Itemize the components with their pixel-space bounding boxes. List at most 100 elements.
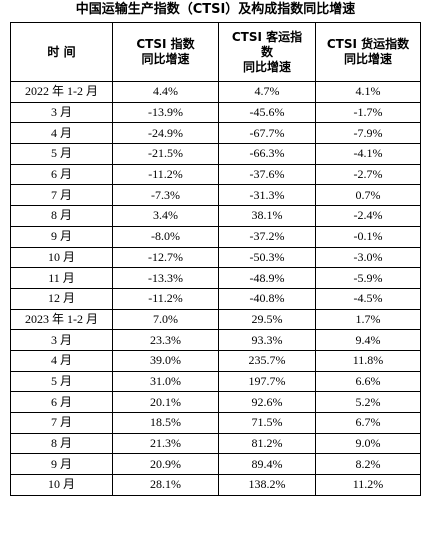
value-cell: -2.7% <box>315 163 421 186</box>
period-cell: 8 月 <box>10 205 113 227</box>
value-cell: -45.6% <box>218 101 316 124</box>
header-line: 时 间 <box>47 44 76 59</box>
table-row: 2023 年 1-2 月 7.0% 29.5% 1.7% <box>10 308 421 331</box>
period-cell: 4 月 <box>10 349 113 372</box>
value-cell: 39.0% <box>112 349 219 372</box>
value-cell: 235.7% <box>218 349 316 372</box>
value-cell: -37.6% <box>218 163 316 186</box>
table-title: 中国运输生产指数（CTSI）及构成指数同比增速 <box>75 2 356 17</box>
value-cell: -4.1% <box>315 143 421 165</box>
period-cell: 6 月 <box>10 391 113 413</box>
value-cell: 197.7% <box>218 370 316 393</box>
period-cell: 3 月 <box>10 329 113 351</box>
value-cell: 7.0% <box>112 308 219 331</box>
period-cell: 7 月 <box>10 184 113 207</box>
value-cell: -0.1% <box>315 225 421 248</box>
value-cell: 1.7% <box>315 308 421 331</box>
table-row: 4 月 39.0% 235.7% 11.8% <box>10 349 421 372</box>
value-cell: 6.6% <box>315 370 421 393</box>
header-line: 同比增速 <box>242 59 291 74</box>
header-cell: CTSI 指数 同比增速 <box>112 22 219 82</box>
value-cell: -21.5% <box>112 143 219 165</box>
value-cell: 4.4% <box>112 81 219 103</box>
period-cell: 6 月 <box>10 163 113 186</box>
value-cell: 11.8% <box>315 349 421 372</box>
value-cell: 31.0% <box>112 370 219 393</box>
table-row: 10 月 28.1% 138.2% 11.2% <box>10 474 421 496</box>
value-cell: -2.4% <box>315 205 421 227</box>
value-cell: 9.0% <box>315 432 421 455</box>
header-line: 数 <box>260 44 273 59</box>
value-cell: 92.6% <box>218 391 316 413</box>
value-cell: -66.3% <box>218 143 316 165</box>
header-line: 同比增速 <box>141 52 190 66</box>
value-cell: -12.7% <box>112 246 219 269</box>
table-row: 12 月 -11.2% -40.8% -4.5% <box>10 287 421 310</box>
value-cell: -31.3% <box>218 184 316 207</box>
table-row: 3 月 -13.9% -45.6% -1.7% <box>10 101 421 124</box>
value-cell: 138.2% <box>218 474 316 496</box>
period-cell: 7 月 <box>10 412 113 434</box>
header-cell: CTSI 货运指数 同比增速 <box>315 22 421 82</box>
period-cell: 5 月 <box>10 143 113 165</box>
value-cell: -7.3% <box>112 184 219 207</box>
period-cell: 10 月 <box>10 474 113 496</box>
value-cell: 23.3% <box>112 329 219 351</box>
value-cell: -48.9% <box>218 267 316 289</box>
value-cell: 29.5% <box>218 308 316 331</box>
value-cell: -37.2% <box>218 225 316 248</box>
header-cell: CTSI 客运指数同比增速 <box>218 22 316 82</box>
table-row: 6 月 -11.2% -37.6% -2.7% <box>10 163 421 186</box>
value-cell: -24.9% <box>112 122 219 145</box>
value-cell: -5.9% <box>315 267 421 289</box>
table-row: 9 月 20.9% 89.4% 8.2% <box>10 453 421 476</box>
header-row: 时 间 CTSI 指数 同比增速 CTSI 客运指数同比增速 CTSI 货运指数 同比增速 <box>10 22 421 82</box>
value-cell: -3.0% <box>315 246 421 269</box>
period-cell: 12 月 <box>10 287 113 310</box>
header-line: CTSI 客运指 <box>231 29 303 44</box>
value-cell: 0.7% <box>315 184 421 207</box>
data-table: 时 间 CTSI 指数 同比增速 CTSI 客运指数同比增速 CTSI 货运指数 同比增速… <box>10 22 421 496</box>
value-cell: 4.7% <box>218 81 316 103</box>
value-cell: -7.9% <box>315 122 421 145</box>
table-row: 4 月 -24.9% -67.7% -7.9% <box>10 122 421 145</box>
value-cell: 28.1% <box>112 474 219 496</box>
value-cell: -50.3% <box>218 246 316 269</box>
value-cell: 89.4% <box>218 453 316 476</box>
table-row: 8 月 3.4% 38.1% -2.4% <box>10 205 421 227</box>
table-row: 3 月 23.3% 93.3% 9.4% <box>10 329 421 351</box>
table-row: 5 月 -21.5% -66.3% -4.1% <box>10 143 421 165</box>
table-row: 5 月 31.0% 197.7% 6.6% <box>10 370 421 393</box>
table-body: 2022 年 1-2 月 4.4% 4.7% 4.1% 3 月 -13.9% -45.6% -… <box>10 81 421 496</box>
value-cell: 5.2% <box>315 391 421 413</box>
value-cell: -13.9% <box>112 101 219 124</box>
period-cell: 2022 年 1-2 月 <box>10 81 113 103</box>
period-cell: 5 月 <box>10 370 113 393</box>
value-cell: 11.2% <box>315 474 421 496</box>
period-cell: 11 月 <box>10 267 113 289</box>
value-cell: -13.3% <box>112 267 219 289</box>
period-cell: 10 月 <box>10 246 113 269</box>
value-cell: -4.5% <box>315 287 421 310</box>
value-cell: 81.2% <box>218 432 316 455</box>
table-row: 11 月 -13.3% -48.9% -5.9% <box>10 267 421 289</box>
header-line: 同比增速 <box>343 52 392 66</box>
value-cell: 71.5% <box>218 412 316 434</box>
value-cell: 93.3% <box>218 329 316 351</box>
table-row: 10 月 -12.7% -50.3% -3.0% <box>10 246 421 269</box>
value-cell: 3.4% <box>112 205 219 227</box>
header-cell: 时 间 <box>10 22 113 82</box>
value-cell: -11.2% <box>112 287 219 310</box>
value-cell: 20.1% <box>112 391 219 413</box>
value-cell: 6.7% <box>315 412 421 434</box>
value-cell: 9.4% <box>315 329 421 351</box>
period-cell: 9 月 <box>10 225 113 248</box>
value-cell: -1.7% <box>315 101 421 124</box>
value-cell: 18.5% <box>112 412 219 434</box>
period-cell: 4 月 <box>10 122 113 145</box>
header-line: CTSI 指数 <box>136 37 195 51</box>
value-cell: 20.9% <box>112 453 219 476</box>
period-cell: 9 月 <box>10 453 113 476</box>
period-cell: 2023 年 1-2 月 <box>10 308 113 331</box>
value-cell: 21.3% <box>112 432 219 455</box>
